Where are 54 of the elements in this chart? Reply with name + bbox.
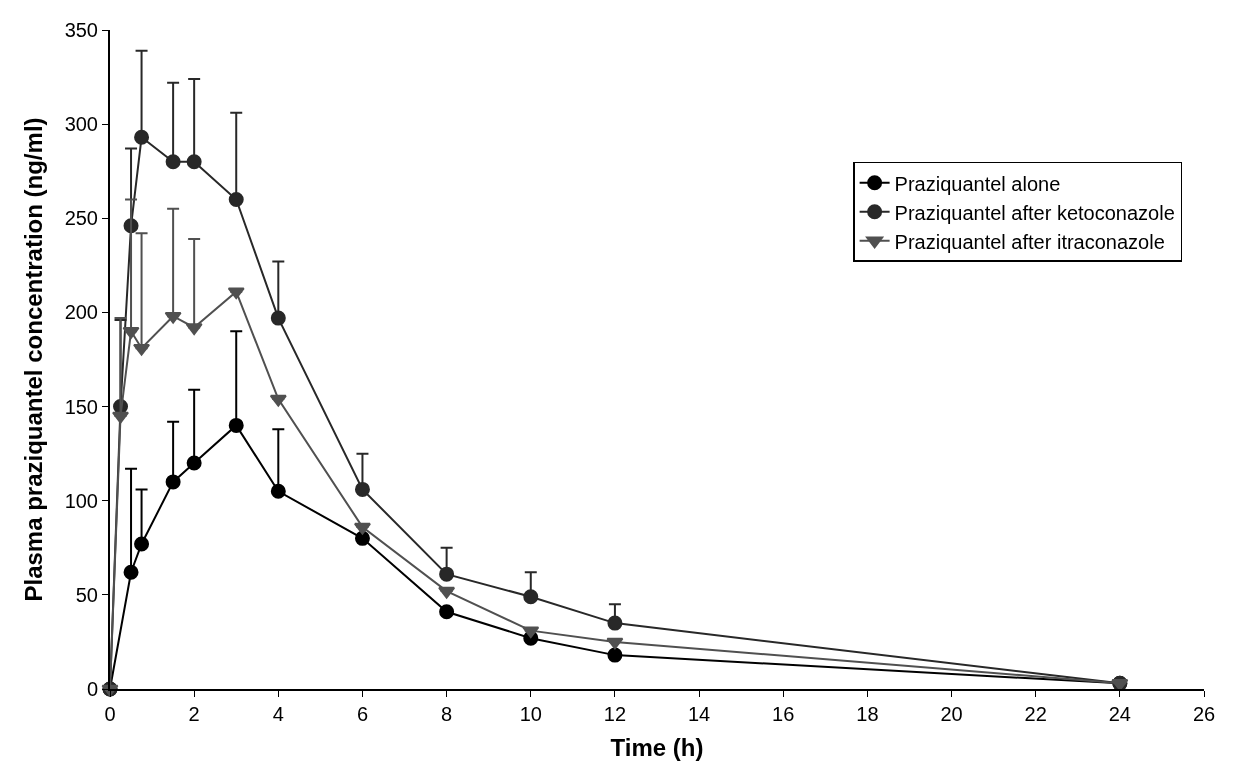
point: [186, 154, 202, 170]
point: [439, 604, 455, 620]
legend-label: Praziquantel after ketoconazole: [894, 201, 1175, 224]
point: [186, 455, 202, 471]
x-tick-label: 14: [687, 703, 711, 725]
point: [270, 310, 286, 326]
x-tick-label: 20: [940, 703, 963, 725]
point: [269, 394, 287, 407]
point: [354, 530, 370, 546]
legend-label: Praziquantel alone: [894, 172, 1061, 195]
x-tick-label: 22: [1024, 703, 1047, 725]
x-tick-label: 6: [356, 703, 369, 725]
point: [523, 589, 539, 605]
point: [607, 647, 623, 663]
point: [353, 522, 371, 535]
point: [228, 191, 244, 207]
point: [134, 536, 150, 552]
y-axis-title: Plasma praziquantel concentration (ng/ml): [20, 117, 48, 602]
point: [134, 129, 150, 145]
point: [354, 481, 370, 497]
y-tick-label: 350: [64, 19, 98, 41]
point: [607, 615, 623, 631]
point: [123, 564, 139, 580]
point: [165, 154, 181, 170]
point: [270, 483, 286, 499]
y-tick-label: 150: [64, 395, 98, 418]
y-tick-label: 50: [75, 583, 98, 606]
y-tick-label: 100: [64, 489, 98, 512]
x-axis-title: Time (h): [610, 733, 704, 761]
point: [112, 411, 130, 424]
point: [606, 637, 624, 650]
x-tick-label: 4: [272, 703, 284, 725]
x-tick-label: 8: [441, 703, 453, 725]
x-tick-label: 26: [1192, 703, 1216, 725]
point: [133, 343, 151, 356]
point: [228, 417, 244, 433]
x-tick-label: 18: [856, 703, 879, 725]
y-tick-label: 250: [64, 207, 98, 230]
legend-label: Praziquantel after itraconazole: [894, 230, 1165, 253]
x-tick-label: 24: [1108, 703, 1131, 725]
x-tick-label: 16: [772, 703, 795, 725]
x-tick-label: 12: [603, 703, 627, 725]
y-tick-label: 300: [64, 113, 98, 136]
y-tick-label: 200: [64, 301, 98, 324]
point: [439, 566, 455, 582]
point: [227, 287, 245, 300]
x-tick-label: 2: [188, 703, 200, 725]
x-tick-label: 10: [519, 703, 542, 725]
point: [164, 311, 182, 324]
point: [522, 626, 540, 639]
y-tick-label: 0: [86, 678, 98, 700]
x-tick-label: 0: [104, 703, 116, 725]
point: [165, 474, 181, 490]
point: [438, 586, 456, 599]
